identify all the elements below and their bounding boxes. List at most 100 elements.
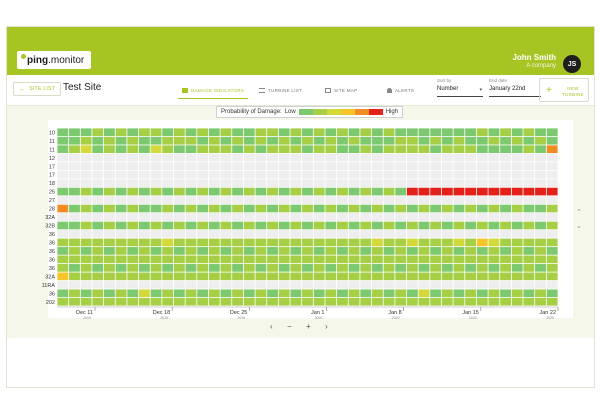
heatmap-cell[interactable] (80, 289, 92, 298)
heatmap-cell[interactable] (488, 145, 500, 154)
heatmap-cell[interactable] (232, 221, 244, 230)
heatmap-cell[interactable] (523, 238, 535, 247)
heatmap-cell[interactable] (313, 264, 325, 272)
heatmap-cell[interactable] (523, 136, 535, 145)
heatmap-cell[interactable] (325, 255, 337, 264)
heatmap-cell[interactable] (69, 297, 80, 306)
heatmap-cell[interactable] (115, 289, 127, 298)
heatmap-cell[interactable] (115, 238, 127, 247)
heatmap-cell[interactable] (535, 289, 546, 298)
heatmap-cell[interactable] (197, 204, 209, 213)
heatmap-cell[interactable] (535, 145, 546, 154)
heatmap-cell[interactable] (127, 264, 139, 272)
heatmap-cell[interactable] (278, 297, 290, 306)
heatmap-cell[interactable] (255, 297, 267, 306)
heatmap-cell[interactable] (197, 264, 209, 272)
heatmap-cell[interactable] (69, 204, 80, 213)
heatmap-cell[interactable] (80, 272, 92, 281)
heatmap-cell[interactable] (546, 187, 558, 196)
heatmap-cell[interactable] (500, 272, 511, 281)
heatmap-cell[interactable] (523, 204, 535, 213)
heatmap-cell[interactable] (138, 289, 150, 298)
heatmap-cell[interactable] (255, 255, 267, 264)
heatmap-cell[interactable] (500, 221, 511, 230)
heatmap-cell[interactable] (92, 289, 104, 298)
heatmap-cell[interactable] (162, 297, 174, 306)
heatmap-cell[interactable] (104, 289, 115, 298)
heatmap-cell[interactable] (383, 187, 395, 196)
heatmap-cell[interactable] (418, 297, 430, 306)
heatmap-cell[interactable] (546, 272, 558, 281)
heatmap-cell[interactable] (220, 272, 232, 281)
heatmap-cell[interactable] (360, 238, 372, 247)
heatmap-cell[interactable] (138, 128, 150, 137)
heatmap-cell[interactable] (453, 238, 465, 247)
heatmap-cell[interactable] (138, 204, 150, 213)
heatmap-cell[interactable] (406, 238, 418, 247)
heatmap-cell[interactable] (150, 145, 162, 154)
heatmap-cell[interactable] (57, 145, 69, 154)
heatmap-cell[interactable] (465, 136, 477, 145)
heatmap-cell[interactable] (500, 247, 511, 255)
heatmap-cell[interactable] (453, 264, 465, 272)
heatmap-cell[interactable] (383, 128, 395, 137)
heatmap-cell[interactable] (104, 264, 115, 272)
heatmap-cell[interactable] (115, 145, 127, 154)
heatmap-cell[interactable] (430, 272, 442, 281)
heatmap-cell[interactable] (255, 272, 267, 281)
heatmap-cell[interactable] (255, 264, 267, 272)
heatmap-cell[interactable] (150, 221, 162, 230)
heatmap-cell[interactable] (267, 238, 278, 247)
heatmap-cell[interactable] (302, 221, 313, 230)
heatmap-cell[interactable] (395, 204, 407, 213)
heatmap-cell[interactable] (383, 289, 395, 298)
heatmap-cell[interactable] (57, 255, 69, 264)
heatmap-cell[interactable] (313, 255, 325, 264)
heatmap-cell[interactable] (313, 289, 325, 298)
tab-damage-indicators[interactable]: DAMAGE INDICATORS (178, 84, 249, 99)
heatmap-cell[interactable] (80, 238, 92, 247)
heatmap-cell[interactable] (185, 221, 197, 230)
heatmap-cell[interactable] (523, 255, 535, 264)
heatmap-cell[interactable] (476, 289, 488, 298)
heatmap-cell[interactable] (92, 264, 104, 272)
heatmap-cell[interactable] (57, 204, 69, 213)
heatmap-cell[interactable] (57, 289, 69, 298)
heatmap-cell[interactable] (232, 136, 244, 145)
heatmap-cell[interactable] (348, 272, 360, 281)
heatmap-cell[interactable] (383, 204, 395, 213)
heatmap-cell[interactable] (220, 247, 232, 255)
heatmap-cell[interactable] (337, 187, 348, 196)
new-turbine-button[interactable]: + NEW TURBINE (539, 78, 589, 102)
heatmap-cell[interactable] (92, 187, 104, 196)
heatmap-cell[interactable] (138, 238, 150, 247)
heatmap-cell[interactable] (255, 136, 267, 145)
heatmap-cell[interactable] (255, 238, 267, 247)
heatmap-cell[interactable] (243, 145, 255, 154)
heatmap-cell[interactable] (546, 247, 558, 255)
heatmap-cell[interactable] (232, 238, 244, 247)
heatmap-cell[interactable] (185, 238, 197, 247)
heatmap-cell[interactable] (395, 238, 407, 247)
heatmap-cell[interactable] (535, 272, 546, 281)
heatmap-cell[interactable] (325, 187, 337, 196)
heatmap-cell[interactable] (360, 255, 372, 264)
heatmap-cell[interactable] (197, 297, 209, 306)
heatmap-cell[interactable] (127, 255, 139, 264)
heatmap-cell[interactable] (488, 238, 500, 247)
heatmap-cell[interactable] (173, 297, 185, 306)
heatmap-cell[interactable] (290, 128, 302, 137)
heatmap-cell[interactable] (150, 289, 162, 298)
heatmap-cell[interactable] (523, 145, 535, 154)
heatmap-cell[interactable] (441, 128, 453, 137)
heatmap-cell[interactable] (441, 289, 453, 298)
heatmap-cell[interactable] (104, 128, 115, 137)
heatmap-cell[interactable] (418, 289, 430, 298)
heatmap-cell[interactable] (208, 204, 220, 213)
heatmap-cell[interactable] (290, 297, 302, 306)
heatmap-cell[interactable] (453, 272, 465, 281)
heatmap-cell[interactable] (371, 247, 383, 255)
heatmap-cell[interactable] (255, 187, 267, 196)
heatmap-cell[interactable] (115, 221, 127, 230)
heatmap-cell[interactable] (197, 128, 209, 137)
